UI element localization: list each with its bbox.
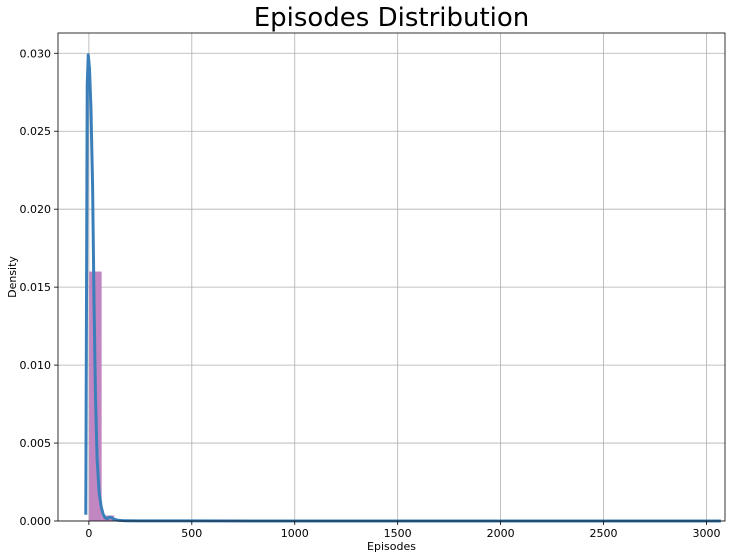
- x-tick-label: 1500: [384, 527, 412, 540]
- y-axis-label: Density: [6, 256, 19, 298]
- x-tick-label: 3000: [692, 527, 720, 540]
- x-tick-label: 2000: [487, 527, 515, 540]
- y-tick-label: 0.000: [20, 515, 52, 528]
- plot-frame: [57, 32, 726, 522]
- x-tick-label: 2500: [590, 527, 618, 540]
- x-tick-label: 0: [85, 527, 92, 540]
- chart-title: Episodes Distribution: [254, 3, 530, 33]
- x-axis-ticks: 0 500 1000 1500 2000 2500 3000: [85, 521, 720, 540]
- y-tick-label: 0.020: [20, 203, 52, 216]
- y-tick-label: 0.010: [20, 359, 52, 372]
- kde-line: [84, 53, 721, 523]
- y-tick-label: 0.025: [20, 125, 52, 138]
- y-tick-label: 0.030: [20, 47, 52, 60]
- kde-curve: [84, 53, 721, 523]
- x-tick-label: 1000: [281, 527, 309, 540]
- x-axis-label: Episodes: [367, 540, 416, 553]
- grid: [58, 33, 725, 522]
- x-tick-label: 500: [181, 527, 202, 540]
- y-axis-ticks: 0.000 0.005 0.010 0.015 0.020 0.025 0.030: [20, 47, 58, 528]
- y-tick-label: 0.015: [20, 281, 52, 294]
- y-tick-label: 0.005: [20, 437, 52, 450]
